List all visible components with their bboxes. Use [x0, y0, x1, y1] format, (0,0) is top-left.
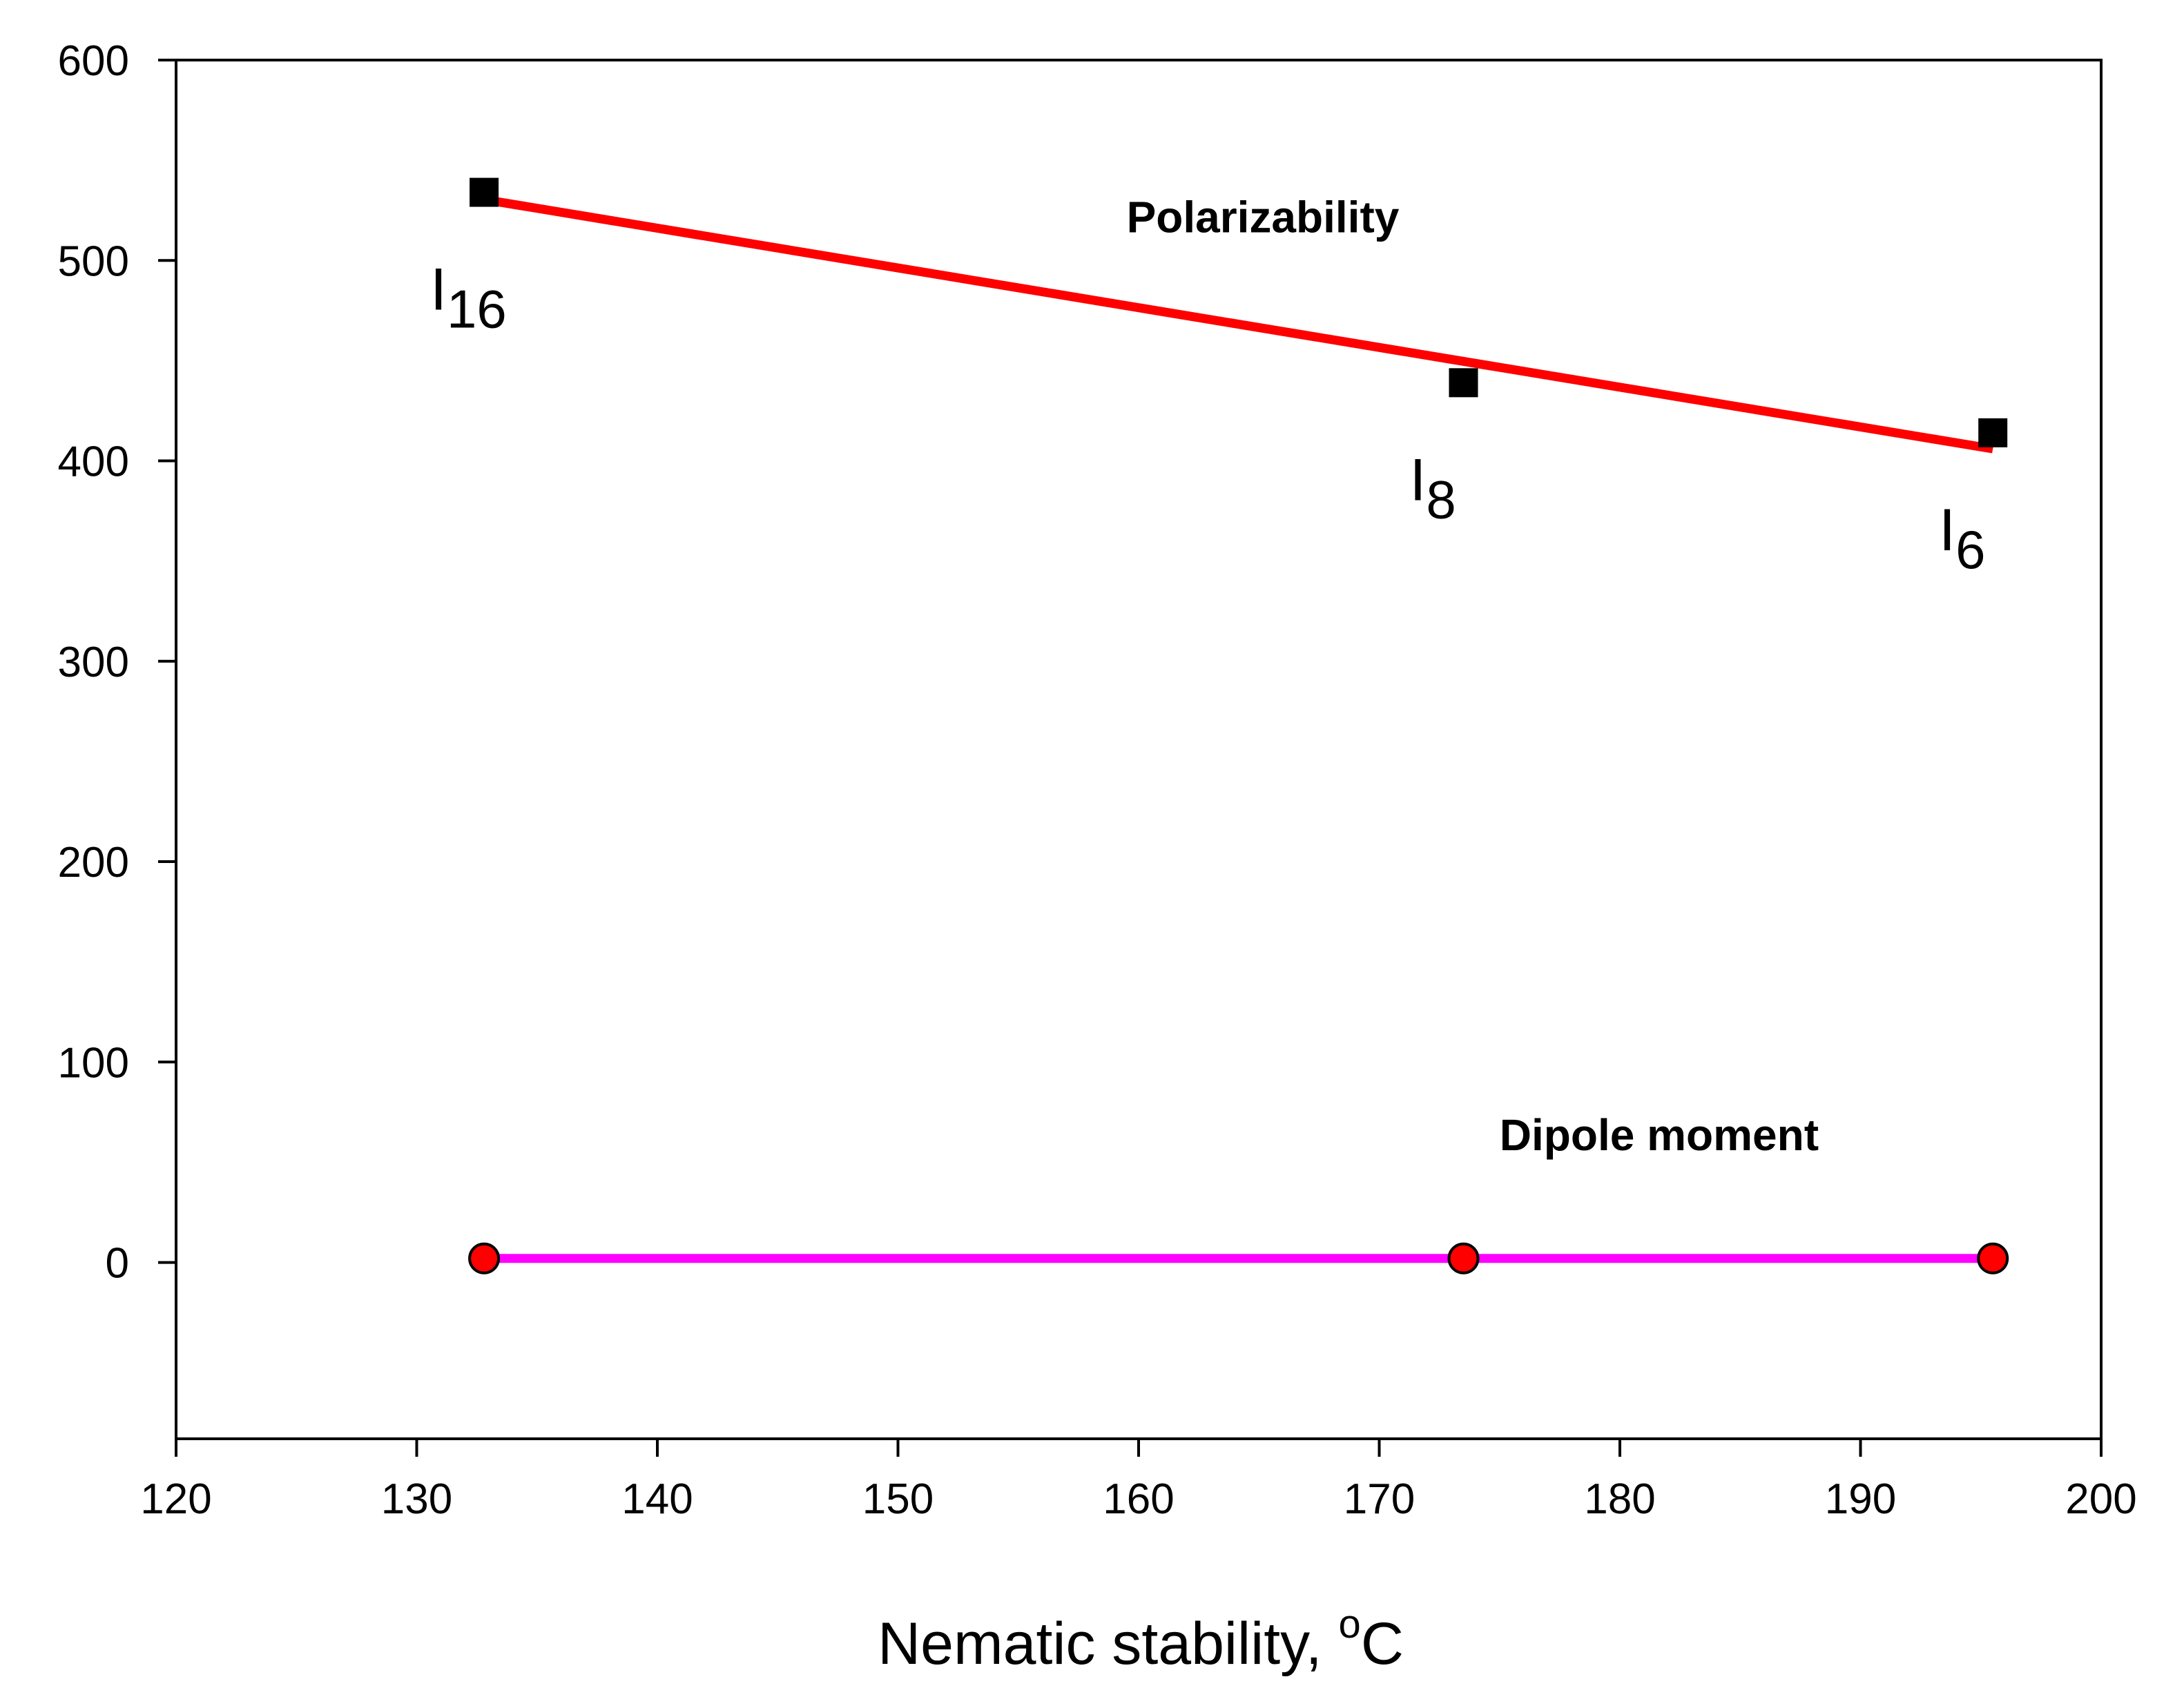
point-label-subscript: 16	[447, 279, 507, 340]
x-axis-title: Nematic stability, oC	[878, 1602, 1404, 1677]
x-tick-label: 130	[381, 1475, 452, 1523]
point-label-subscript: 8	[1426, 469, 1456, 530]
x-tick-label: 190	[1825, 1475, 1896, 1523]
polarizability-point-marker	[1449, 368, 1478, 398]
y-tick-label: 600	[58, 37, 129, 85]
x-tick-label: 200	[2065, 1475, 2136, 1523]
series-annotation: Dipole moment	[1500, 1110, 1819, 1160]
y-tick-label: 200	[58, 839, 129, 886]
x-axis-title-text: Nematic stability,	[878, 1611, 1338, 1677]
polarizability-point-marker	[1978, 418, 2008, 447]
point-label: I8	[1409, 447, 1456, 530]
x-tick-label: 160	[1103, 1475, 1174, 1523]
dipole-moment-point-marker	[468, 1242, 501, 1274]
plot-frame	[175, 59, 2103, 1440]
y-tick-label: 400	[58, 438, 129, 486]
point-label-main: I	[1939, 497, 1955, 563]
dipole-moment-point-marker	[1447, 1242, 1480, 1274]
x-tick-label: 180	[1584, 1475, 1655, 1523]
x-tick-label: 120	[140, 1475, 211, 1523]
point-label-subscript: 6	[1955, 519, 1985, 580]
y-tick-label: 500	[58, 237, 129, 285]
y-tick-label: 300	[58, 639, 129, 686]
tick-layer: 120 130 140 150 160 170 180 190 200 0 100 200 300 400…	[58, 37, 2137, 1523]
polarizability-fit-line	[487, 195, 1994, 454]
point-label: I16	[430, 257, 507, 340]
series-annotation: Polarizability	[1127, 193, 1400, 242]
point-label-main: I	[430, 257, 447, 323]
x-tick-label: 150	[862, 1475, 934, 1523]
point-label-main: I	[1409, 447, 1426, 513]
y-tick-label: 0	[106, 1240, 129, 1288]
y-tick-label: 100	[58, 1039, 129, 1087]
x-axis-title-superscript: o	[1339, 1602, 1361, 1647]
dipole-moment-point-marker	[1977, 1242, 2009, 1274]
point-label: I6	[1939, 497, 1985, 580]
x-axis-title-unit: C	[1361, 1611, 1404, 1677]
polarizability-point-marker	[470, 177, 499, 207]
series-layer	[468, 177, 2009, 1274]
x-tick-label: 170	[1344, 1475, 1415, 1523]
x-tick-label: 140	[621, 1475, 693, 1523]
